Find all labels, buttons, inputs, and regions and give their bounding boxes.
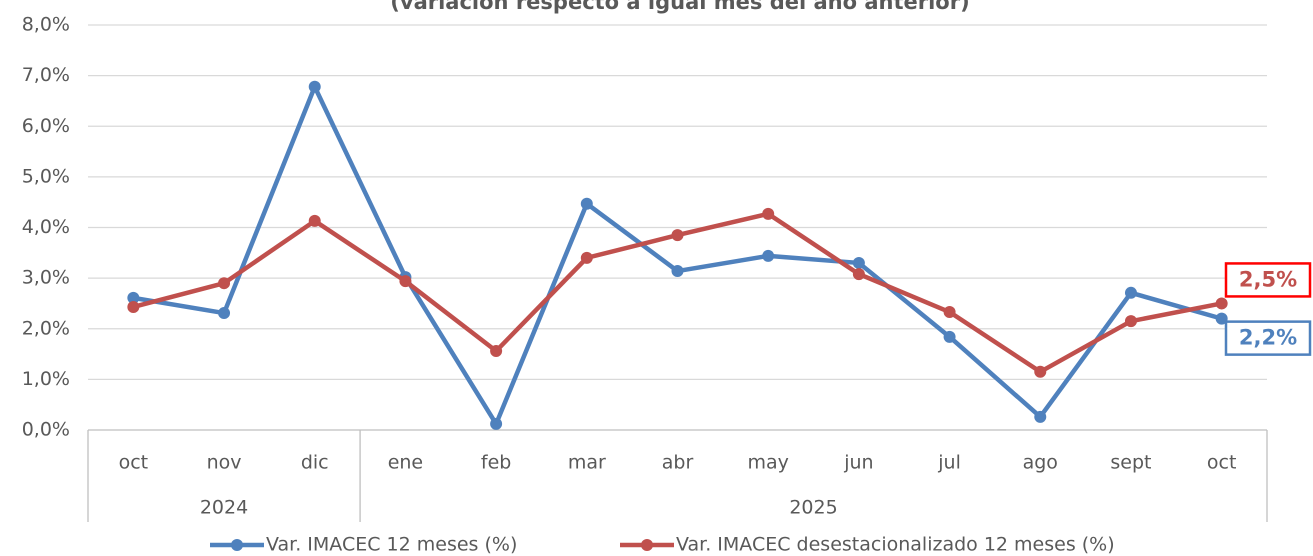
- series-line: [132, 84, 1223, 427]
- value-label-box: [1224, 262, 1312, 298]
- data-point: [943, 306, 956, 319]
- group-label: 2025: [789, 497, 837, 519]
- data-point: [308, 80, 321, 93]
- data-point: [127, 300, 140, 313]
- y-tick-label: 4,0%: [22, 216, 70, 238]
- legend-marker: [641, 539, 653, 551]
- data-point: [490, 345, 503, 358]
- value-label: 2,5%: [1239, 267, 1297, 291]
- data-point: [580, 197, 593, 210]
- data-point: [671, 265, 684, 278]
- y-tick-label: 5,0%: [22, 165, 70, 187]
- x-tick-label: abr: [662, 452, 694, 474]
- y-tick-label: 7,0%: [22, 64, 70, 86]
- x-tick-label: oct: [1207, 452, 1237, 474]
- chart-title: (variación respecto a igual mes del año …: [390, 0, 969, 14]
- data-point: [1124, 315, 1137, 328]
- x-tick-label: dic: [301, 452, 329, 474]
- data-point: [127, 291, 140, 304]
- y-tick-label: 0,0%: [22, 419, 70, 441]
- x-tick-label: mar: [568, 452, 606, 474]
- data-point: [308, 214, 321, 227]
- value-label-box: [1224, 320, 1312, 356]
- data-point: [1034, 410, 1047, 423]
- data-point: [943, 330, 956, 343]
- data-point: [1034, 365, 1047, 378]
- data-point: [852, 256, 865, 269]
- value-label: 2,2%: [1239, 326, 1297, 350]
- data-point: [399, 275, 412, 288]
- data-point: [671, 229, 684, 242]
- x-tick-label: may: [747, 452, 788, 474]
- data-point: [218, 277, 231, 290]
- x-tick-label: ene: [388, 452, 423, 474]
- data-point: [762, 207, 775, 220]
- x-tick-label: feb: [481, 452, 511, 474]
- data-point: [762, 249, 775, 262]
- x-tick-label: jul: [937, 452, 961, 474]
- data-point: [852, 268, 865, 281]
- x-tick-label: sept: [1110, 452, 1151, 474]
- y-tick-label: 8,0%: [22, 14, 70, 36]
- x-tick-label: oct: [119, 452, 149, 474]
- y-tick-label: 1,0%: [22, 368, 70, 390]
- data-point: [1124, 286, 1137, 299]
- y-tick-label: 3,0%: [22, 267, 70, 289]
- data-point: [1215, 297, 1228, 310]
- group-label: 2024: [200, 497, 248, 519]
- data-point: [580, 251, 593, 264]
- x-tick-label: nov: [207, 452, 242, 474]
- legend-label: Var. IMACEC desestacionalizado 12 meses …: [676, 534, 1115, 556]
- legend-marker: [231, 539, 243, 551]
- x-tick-label: jun: [843, 452, 873, 474]
- x-tick-label: ago: [1023, 452, 1058, 474]
- y-tick-label: 2,0%: [22, 317, 70, 339]
- data-point: [1215, 312, 1228, 325]
- data-point: [218, 307, 231, 320]
- legend-label: Var. IMACEC 12 meses (%): [266, 534, 517, 556]
- data-point: [490, 417, 503, 430]
- y-tick-label: 6,0%: [22, 115, 70, 137]
